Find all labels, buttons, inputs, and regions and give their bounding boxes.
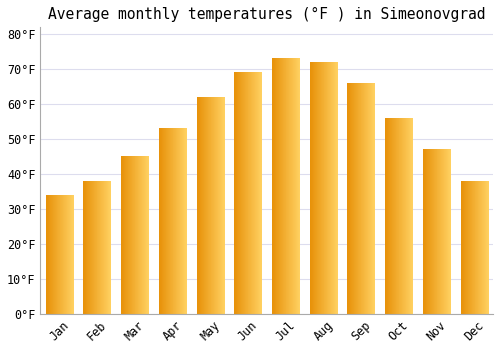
- Bar: [423, 149, 450, 314]
- Bar: [310, 62, 337, 314]
- Bar: [121, 156, 148, 314]
- Title: Average monthly temperatures (°F ) in Simeonovgrad: Average monthly temperatures (°F ) in Si…: [48, 7, 486, 22]
- Bar: [348, 83, 374, 314]
- Bar: [196, 97, 224, 314]
- Bar: [272, 59, 299, 314]
- Bar: [385, 118, 412, 314]
- Bar: [234, 73, 262, 314]
- Bar: [46, 195, 73, 314]
- Bar: [84, 181, 110, 314]
- Bar: [460, 181, 488, 314]
- Bar: [159, 129, 186, 314]
